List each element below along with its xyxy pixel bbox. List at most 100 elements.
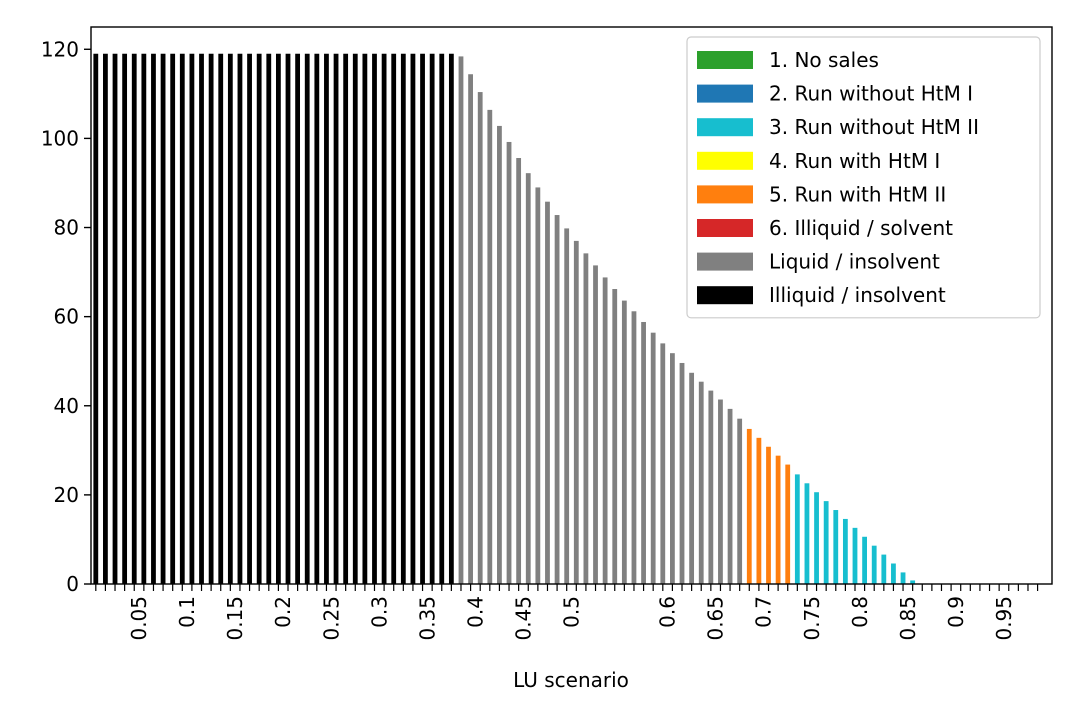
legend: 1. No sales 2. Run without HtM I 3. Run wi… [686, 36, 1041, 319]
y-tick-label: 100 [41, 126, 79, 150]
legend-label: 5. Run with HtM II [769, 182, 946, 206]
x-tick-label: 0.85 [896, 596, 920, 641]
y-tick-label: 0 [66, 572, 79, 596]
legend-label: 2. Run without HtM I [769, 82, 973, 106]
x-tick-label: 0.25 [319, 596, 343, 641]
bar [842, 518, 848, 584]
legend-swatch [697, 185, 753, 204]
x-tick-label: 0.45 [511, 596, 535, 641]
bar [439, 53, 445, 585]
bar [621, 300, 627, 584]
legend-swatch [697, 252, 753, 271]
legend-swatch [697, 51, 753, 69]
bar [727, 408, 733, 584]
bar [833, 510, 839, 584]
legend-swatch [697, 118, 753, 137]
x-axis: 0.05 0.1 0.15 0.2 0.25 0.3 0.35 0.4 0.45 0.5 0.6 0.… [95, 584, 1039, 641]
bars-group [93, 53, 925, 585]
x-tick-label: 0.1 [175, 596, 199, 628]
bar [573, 240, 579, 584]
bar [900, 572, 906, 584]
bar [583, 253, 589, 585]
bar [477, 92, 483, 584]
bar [141, 53, 147, 585]
bar [275, 53, 281, 585]
y-axis: 0 20 40 60 80 100 120 [41, 37, 91, 596]
bar [237, 53, 243, 585]
bar [199, 53, 204, 585]
legend-label: 1. No sales [769, 48, 879, 72]
bar [314, 53, 320, 585]
bar [525, 173, 531, 584]
bar [295, 53, 301, 585]
bar [381, 53, 387, 585]
bar [343, 53, 349, 585]
legend-label: 3. Run without HtM II [769, 115, 979, 139]
bar [785, 464, 791, 584]
bar [160, 53, 166, 585]
bar [862, 536, 867, 584]
bar [670, 353, 675, 584]
bar [718, 399, 723, 584]
legend-label: Liquid / insolvent [769, 250, 940, 274]
bar [910, 580, 916, 584]
bar [410, 53, 416, 585]
bar [468, 74, 473, 584]
bar [448, 53, 454, 585]
bar [545, 201, 550, 584]
bar [256, 53, 262, 585]
x-tick-label: 0.9 [944, 596, 968, 628]
y-tick-label: 20 [54, 483, 79, 507]
bar [631, 311, 637, 584]
x-tick-label: 0.75 [800, 596, 824, 641]
plot-frame [90, 26, 1053, 585]
bar [775, 455, 781, 584]
bar [103, 53, 108, 585]
x-tick-label: 0.35 [415, 596, 439, 641]
bar [602, 277, 608, 584]
bar [247, 53, 252, 585]
bar [218, 53, 224, 585]
bar [324, 53, 329, 585]
x-tick-label: 0.3 [367, 596, 391, 628]
bar [266, 53, 272, 585]
y-tick-label: 60 [54, 305, 79, 329]
x-tick-label: 0.05 [127, 596, 151, 641]
bar [93, 53, 99, 585]
bar [689, 372, 695, 584]
bar [179, 53, 185, 585]
x-tick-label: 0.5 [560, 596, 584, 628]
legend-swatch [697, 151, 753, 170]
x-tick-label: 0.7 [752, 596, 776, 628]
bar [650, 332, 656, 584]
bar [285, 53, 291, 585]
bar [698, 381, 704, 584]
bar [804, 483, 810, 584]
bar [208, 53, 214, 585]
bar [458, 56, 464, 585]
bar [660, 343, 666, 584]
bar [304, 53, 310, 585]
legend-label: Illiquid / insolvent [769, 283, 946, 307]
x-tick-label: 0.6 [656, 596, 680, 628]
x-tick-label: 0.15 [223, 596, 247, 641]
bar [497, 125, 502, 585]
bar [372, 53, 377, 585]
y-tick-label: 80 [54, 216, 79, 240]
bar [593, 265, 598, 584]
bar [506, 141, 512, 584]
legend-swatch [697, 84, 753, 103]
legend-swatch [697, 286, 753, 305]
bar [554, 215, 560, 585]
legend-box [686, 36, 1041, 319]
x-tick-label: 0.4 [463, 596, 487, 628]
bar [333, 53, 339, 585]
bar [131, 53, 137, 585]
bar [391, 53, 397, 585]
bar [151, 53, 156, 585]
bar [641, 321, 646, 584]
bar [852, 527, 858, 584]
bar [891, 563, 896, 584]
bar [814, 492, 819, 584]
